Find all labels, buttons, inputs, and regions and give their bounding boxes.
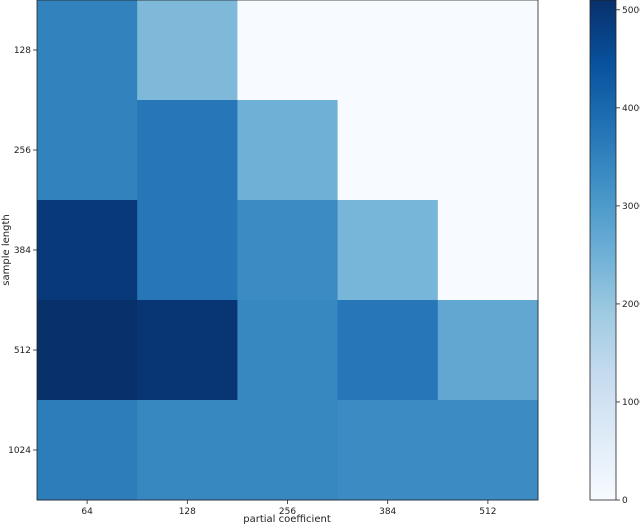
heatmap-cell [437, 400, 539, 501]
heatmap-cell [337, 300, 439, 401]
heatmap-cell [437, 100, 539, 201]
heatmap-cell [337, 0, 439, 101]
heatmap-cell [137, 100, 238, 201]
heatmap-cell [337, 100, 439, 201]
heatmap-cell [37, 0, 138, 101]
y-tick-label: 128 [14, 46, 31, 56]
heatmap-cell [437, 0, 539, 101]
heatmap-cell [137, 200, 238, 301]
heatmap-cell [437, 300, 539, 401]
heatmap-cells [37, 0, 539, 501]
colorbar-tick-label: 0 [622, 496, 628, 506]
x-tick-label: 128 [179, 507, 196, 517]
y-axis-ticks: 128 256 384 512 1024 [8, 46, 37, 456]
x-tick-label: 64 [81, 507, 93, 517]
y-tick-label: 512 [14, 346, 31, 356]
heatmap-cell [337, 200, 439, 301]
heatmap-cell [37, 100, 138, 201]
heatmap-cell [137, 0, 238, 101]
heatmap-cell [237, 200, 339, 301]
x-tick-label: 256 [279, 507, 296, 517]
y-tick-label: 1024 [8, 446, 31, 456]
colorbar-tick-label: 5000 [622, 6, 640, 16]
colorbar-tick-label: 1000 [622, 398, 640, 408]
y-tick-label: 384 [14, 246, 31, 256]
x-axis-label: partial coefficient [243, 514, 331, 525]
heatmap-cell [237, 0, 339, 101]
heatmap-cell [37, 300, 138, 401]
colorbar [589, 0, 617, 501]
y-tick-label: 256 [14, 146, 31, 156]
heatmap-cell [437, 200, 539, 301]
colorbar-tick-label: 3000 [622, 202, 640, 212]
heatmap-cell [337, 400, 439, 501]
colorbar-tick-label: 2000 [622, 300, 640, 310]
heatmap-cell [37, 200, 138, 301]
x-axis-ticks: 64 128 256 384 512 [81, 500, 496, 517]
colorbar-tick-label: 4000 [622, 104, 640, 114]
heatmap-cell [37, 400, 138, 501]
y-axis-label: sample length [1, 214, 12, 285]
heatmap-cell [237, 300, 339, 401]
heatmap-cell [237, 400, 339, 501]
heatmap-cell [237, 100, 339, 201]
colorbar-ticks: 0 1000 2000 3000 4000 5000 [616, 6, 640, 506]
x-tick-label: 384 [379, 507, 396, 517]
heatmap-cell [137, 300, 238, 401]
x-tick-label: 512 [479, 507, 496, 517]
heatmap-cell [137, 400, 238, 501]
